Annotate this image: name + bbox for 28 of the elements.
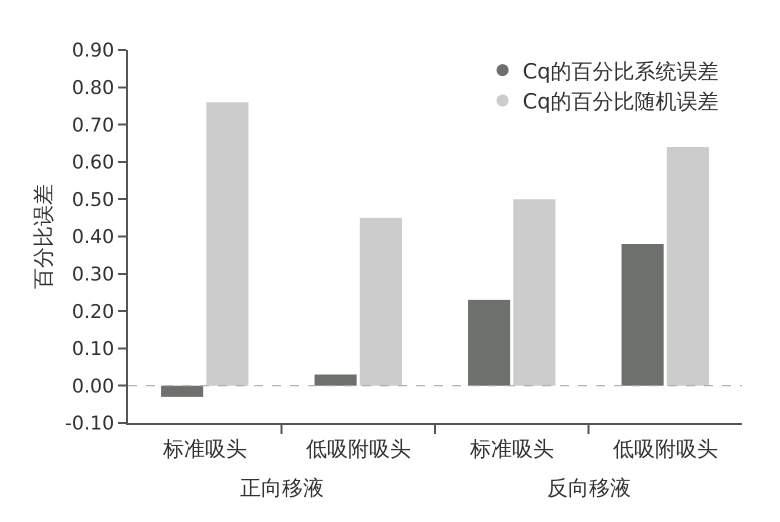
legend-label: Cq的百分比系统误差: [522, 59, 719, 84]
y-tick-label: 0.00: [72, 375, 114, 398]
bar: [468, 300, 510, 386]
text: 正向移液: [240, 476, 324, 500]
y-tick-label: 0.30: [72, 263, 114, 286]
bar: [622, 244, 664, 386]
x-tick-label: 标准吸头: [162, 437, 247, 462]
y-tick-label: 0.10: [72, 338, 114, 360]
bar: [360, 218, 402, 386]
y-tick-label: 0.50: [72, 188, 114, 211]
x-tick-label: 标准吸头: [468, 437, 554, 462]
bar: [666, 146, 709, 386]
x-tick-label: 低吸附吸头: [612, 437, 718, 462]
text: 反向移液: [547, 476, 631, 500]
bar: [314, 374, 357, 386]
legend-label: Cq的百分比随机误差: [522, 90, 719, 114]
bar: [206, 102, 248, 386]
y-tick-label: 0.90: [72, 40, 114, 62]
y-tick-label: 0.80: [72, 76, 114, 99]
y-tick-label: 0.70: [72, 114, 114, 136]
y-tick-label: 0.60: [72, 152, 114, 174]
x-tick-label: 低吸附吸头: [306, 437, 411, 462]
bar: [161, 386, 204, 397]
y-tick-label: 0.20: [72, 300, 114, 323]
bar: [513, 199, 556, 386]
y-tick-label: -0.10: [65, 412, 114, 435]
y-tick-label: 0.40: [72, 226, 114, 248]
y-axis-title: 百分比误差: [32, 184, 56, 289]
